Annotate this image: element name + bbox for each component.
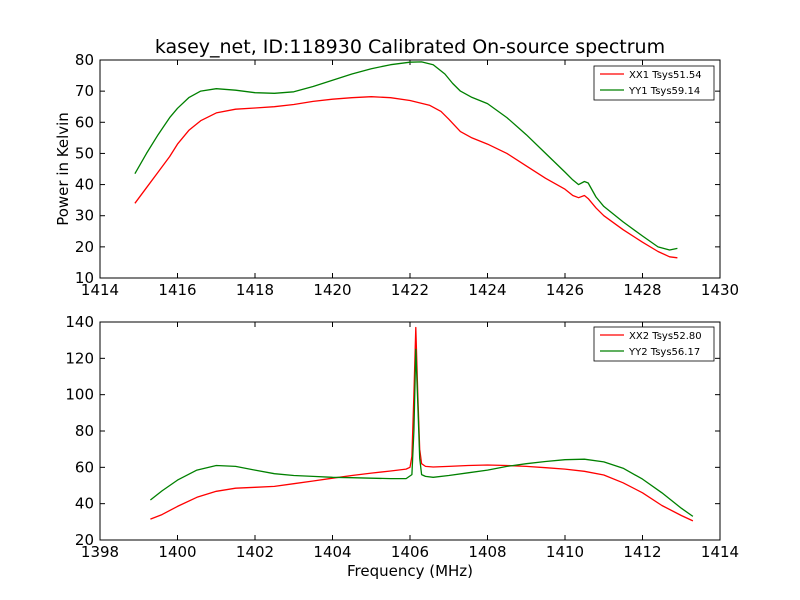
x-tick-label: 1410 (546, 543, 584, 561)
y-tick-label: 20 (75, 238, 94, 256)
series-line-yy1 (134, 61, 678, 251)
x-tick-label: 1426 (546, 281, 584, 299)
x-tick-label: 1406 (391, 543, 429, 561)
x-tick-label: 1418 (236, 281, 274, 299)
chart-title: kasey_net, ID:118930 Calibrated On-sourc… (155, 36, 665, 58)
x-tick-label: 1408 (468, 543, 506, 561)
x-tick-label: 1398 (81, 543, 119, 561)
x-tick-label: 1402 (236, 543, 274, 561)
y-tick-label: 60 (75, 458, 94, 476)
y-tick-label: 20 (75, 531, 94, 549)
bottom-legend-box (593, 326, 715, 362)
x-tick-label: 1416 (158, 281, 196, 299)
x-tick-label: 1422 (391, 281, 429, 299)
bottom-series-layer (149, 326, 694, 522)
top-panel: 1414 1416 1418 1420 1422 1424 1426 1428 1430 10 20… (54, 51, 739, 299)
x-tick-label: 1420 (313, 281, 351, 299)
series-line-yy2 (149, 348, 694, 517)
x-tick-label: 1404 (313, 543, 351, 561)
x-tick-label: 1424 (468, 281, 506, 299)
y-tick-label: 40 (75, 176, 94, 194)
y-tick-label: 80 (75, 51, 94, 69)
legend-label-yy1: YY1 Tsys59.14 (628, 86, 700, 97)
y-tick-label: 100 (65, 386, 94, 404)
y-tick-label: 50 (75, 144, 94, 162)
y-tick-label: 10 (75, 269, 94, 287)
legend-label-yy2: YY2 Tsys56.17 (628, 347, 700, 358)
y-tick-label: 60 (75, 113, 94, 131)
top-plot-frame (99, 59, 721, 279)
bottom-plot-frame (99, 321, 721, 541)
top-legend: XX1 Tsys51.54 YY1 Tsys59.14 (593, 65, 715, 101)
y-tick-label: 70 (75, 82, 94, 100)
x-tick-label: 1414 (701, 543, 739, 561)
x-tick-label: 1412 (623, 543, 661, 561)
x-tick-label: 1430 (701, 281, 739, 299)
top-axis-ticks: 1414 1416 1418 1420 1422 1424 1426 1428 1430 10 20… (75, 51, 739, 299)
y-tick-label: 140 (65, 313, 94, 331)
bottom-legend: XX2 Tsys52.80 YY2 Tsys56.17 (593, 326, 715, 362)
y-tick-label: 30 (75, 207, 94, 225)
y-tick-label: 120 (65, 349, 94, 367)
y-tick-label: 80 (75, 422, 94, 440)
y-tick-label: 40 (75, 495, 94, 513)
series-line-xx1 (134, 96, 678, 259)
top-legend-box (593, 65, 715, 101)
top-y-axis-label: Power in Kelvin (54, 112, 72, 226)
x-tick-label: 1414 (81, 281, 119, 299)
bottom-panel: 1398 1400 1402 1404 1406 1408 1410 1412 1414 20 40… (65, 313, 739, 580)
legend-label-xx2: XX2 Tsys52.80 (629, 331, 702, 342)
top-series-layer (134, 61, 678, 259)
bottom-x-axis-label: Frequency (MHz) (347, 562, 473, 580)
legend-label-xx1: XX1 Tsys51.54 (629, 70, 702, 81)
x-tick-label: 1428 (623, 281, 661, 299)
x-tick-label: 1400 (158, 543, 196, 561)
